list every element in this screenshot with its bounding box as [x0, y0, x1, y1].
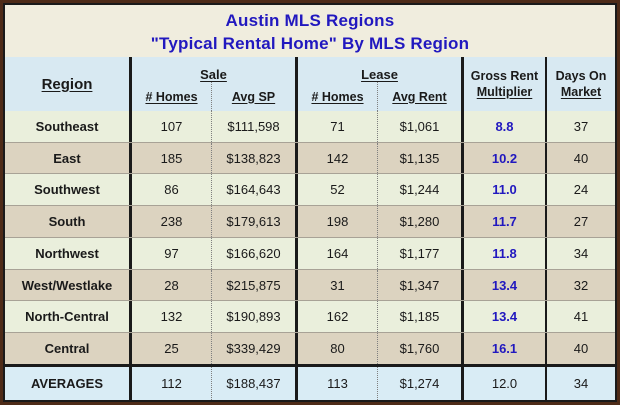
column-header-sale-homes: # Homes: [129, 82, 211, 111]
table-row: North-Central 132 $190,893 162 $1,185 13…: [5, 300, 615, 333]
region-cell: Northwest: [35, 245, 99, 261]
sale-homes-cell: 112: [129, 366, 211, 401]
region-cell: Central: [44, 341, 90, 356]
table-row: AVERAGES 112 $188,437 113 $1,274 12.0 34: [5, 363, 615, 401]
lease-homes-cell: 164: [295, 237, 377, 269]
sale-avg-sp-cell: $188,437: [211, 366, 295, 401]
grm-header-line1: Gross Rent: [470, 68, 539, 83]
sale-avg-sp-cell: $166,620: [211, 237, 295, 269]
days-on-market-cell: 34: [545, 237, 615, 269]
lease-avg-rent-cell: $1,244: [377, 174, 461, 206]
sale-avg-sp-cell: $215,875: [211, 269, 295, 301]
gross-rent-multiplier-cell: 11.7: [461, 206, 545, 237]
column-header-lease-avg-rent: Avg Rent: [377, 82, 461, 111]
lease-homes-cell: 80: [295, 333, 377, 364]
column-header-region: Region: [41, 75, 93, 93]
region-cell: Southwest: [34, 182, 100, 198]
lease-avg-rent-cell: $1,135: [377, 142, 461, 174]
sale-avg-sp-cell: $138,823: [211, 142, 295, 174]
gross-rent-multiplier-cell: 13.4: [461, 269, 545, 301]
lease-avg-rent-cell: $1,274: [377, 366, 461, 401]
column-header-sale-avg-sp: Avg SP: [211, 82, 295, 111]
sale-homes-cell: 97: [129, 237, 211, 269]
sale-homes-cell: 28: [129, 269, 211, 301]
lease-homes-cell: 198: [295, 206, 377, 237]
column-group-lease: Lease: [295, 57, 461, 82]
sale-avg-sp-cell: $179,613: [211, 206, 295, 237]
lease-avg-rent-cell: $1,177: [377, 237, 461, 269]
sale-avg-sp-cell: $111,598: [211, 111, 295, 142]
sale-avg-sp-cell: $164,643: [211, 174, 295, 206]
column-group-sale: Sale: [129, 57, 295, 82]
sale-homes-cell: 25: [129, 333, 211, 364]
table-row: Southeast 107 $111,598 71 $1,061 8.8 37: [5, 111, 615, 142]
lease-homes-cell: 31: [295, 269, 377, 301]
sale-homes-cell: 132: [129, 301, 211, 333]
lease-homes-cell: 113: [295, 366, 377, 401]
days-on-market-cell: 37: [545, 111, 615, 142]
days-on-market-cell: 40: [545, 142, 615, 174]
gross-rent-multiplier-cell: 8.8: [461, 111, 545, 142]
page-title: Austin MLS Regions: [225, 11, 395, 30]
gross-rent-multiplier-cell: 11.0: [461, 174, 545, 206]
region-cell: AVERAGES: [31, 375, 103, 391]
region-cell: North-Central: [25, 309, 109, 325]
lease-avg-rent-cell: $1,061: [377, 111, 461, 142]
column-header-days-on-market: Days On Market: [545, 57, 615, 111]
table-row: Southwest 86 $164,643 52 $1,244 11.0 24: [5, 173, 615, 206]
gross-rent-multiplier-cell: 16.1: [461, 333, 545, 364]
table-row: West/Westlake 28 $215,875 31 $1,347 13.4…: [5, 268, 615, 301]
days-on-market-cell: 40: [545, 333, 615, 364]
lease-homes-cell: 142: [295, 142, 377, 174]
lease-avg-rent-cell: $1,185: [377, 301, 461, 333]
lease-avg-rent-cell: $1,347: [377, 269, 461, 301]
region-cell: East: [53, 150, 81, 166]
days-on-market-cell: 34: [545, 366, 615, 401]
title-block: Austin MLS Regions "Typical Rental Home"…: [5, 5, 615, 57]
lease-homes-cell: 52: [295, 174, 377, 206]
gross-rent-multiplier-cell: 11.8: [461, 237, 545, 269]
gross-rent-multiplier-cell: 10.2: [461, 142, 545, 174]
lease-homes-cell: 71: [295, 111, 377, 142]
gross-rent-multiplier-cell: 12.0: [461, 366, 545, 401]
lease-avg-rent-cell: $1,280: [377, 206, 461, 237]
table-row: Northwest 97 $166,620 164 $1,177 11.8 34: [5, 236, 615, 269]
sale-avg-sp-cell: $339,429: [211, 333, 295, 364]
sale-homes-cell: 86: [129, 174, 211, 206]
sale-homes-cell: 238: [129, 206, 211, 237]
lease-homes-cell: 162: [295, 301, 377, 333]
days-on-market-cell: 24: [545, 174, 615, 206]
region-cell: West/Westlake: [21, 277, 113, 293]
report-table: Austin MLS Regions "Typical Rental Home"…: [3, 3, 617, 402]
days-on-market-cell: 32: [545, 269, 615, 301]
table-body: Southeast 107 $111,598 71 $1,061 8.8 37 …: [5, 111, 615, 401]
dom-header-line2: Market: [560, 85, 602, 99]
lease-avg-rent-cell: $1,760: [377, 333, 461, 364]
gross-rent-multiplier-cell: 13.4: [461, 301, 545, 333]
region-cell: Southeast: [35, 118, 99, 134]
dom-header-line1: Days On: [555, 68, 607, 83]
sale-avg-sp-cell: $190,893: [211, 301, 295, 333]
sale-homes-cell: 185: [129, 142, 211, 174]
days-on-market-cell: 27: [545, 206, 615, 237]
table-row: South 238 $179,613 198 $1,280 11.7 27: [5, 205, 615, 237]
table-row: East 185 $138,823 142 $1,135 10.2 40: [5, 141, 615, 174]
sale-homes-cell: 107: [129, 111, 211, 142]
region-cell: South: [48, 214, 86, 230]
days-on-market-cell: 41: [545, 301, 615, 333]
table-row: Central 25 $339,429 80 $1,760 16.1 40: [5, 332, 615, 364]
grm-header-line2: Multiplier: [476, 85, 533, 99]
page-subtitle: "Typical Rental Home" By MLS Region: [150, 34, 470, 53]
table-header: Region Sale Lease # Homes Avg SP # Homes…: [5, 57, 615, 111]
column-header-gross-rent-multiplier: Gross Rent Multiplier: [461, 57, 545, 111]
column-header-lease-homes: # Homes: [295, 82, 377, 111]
